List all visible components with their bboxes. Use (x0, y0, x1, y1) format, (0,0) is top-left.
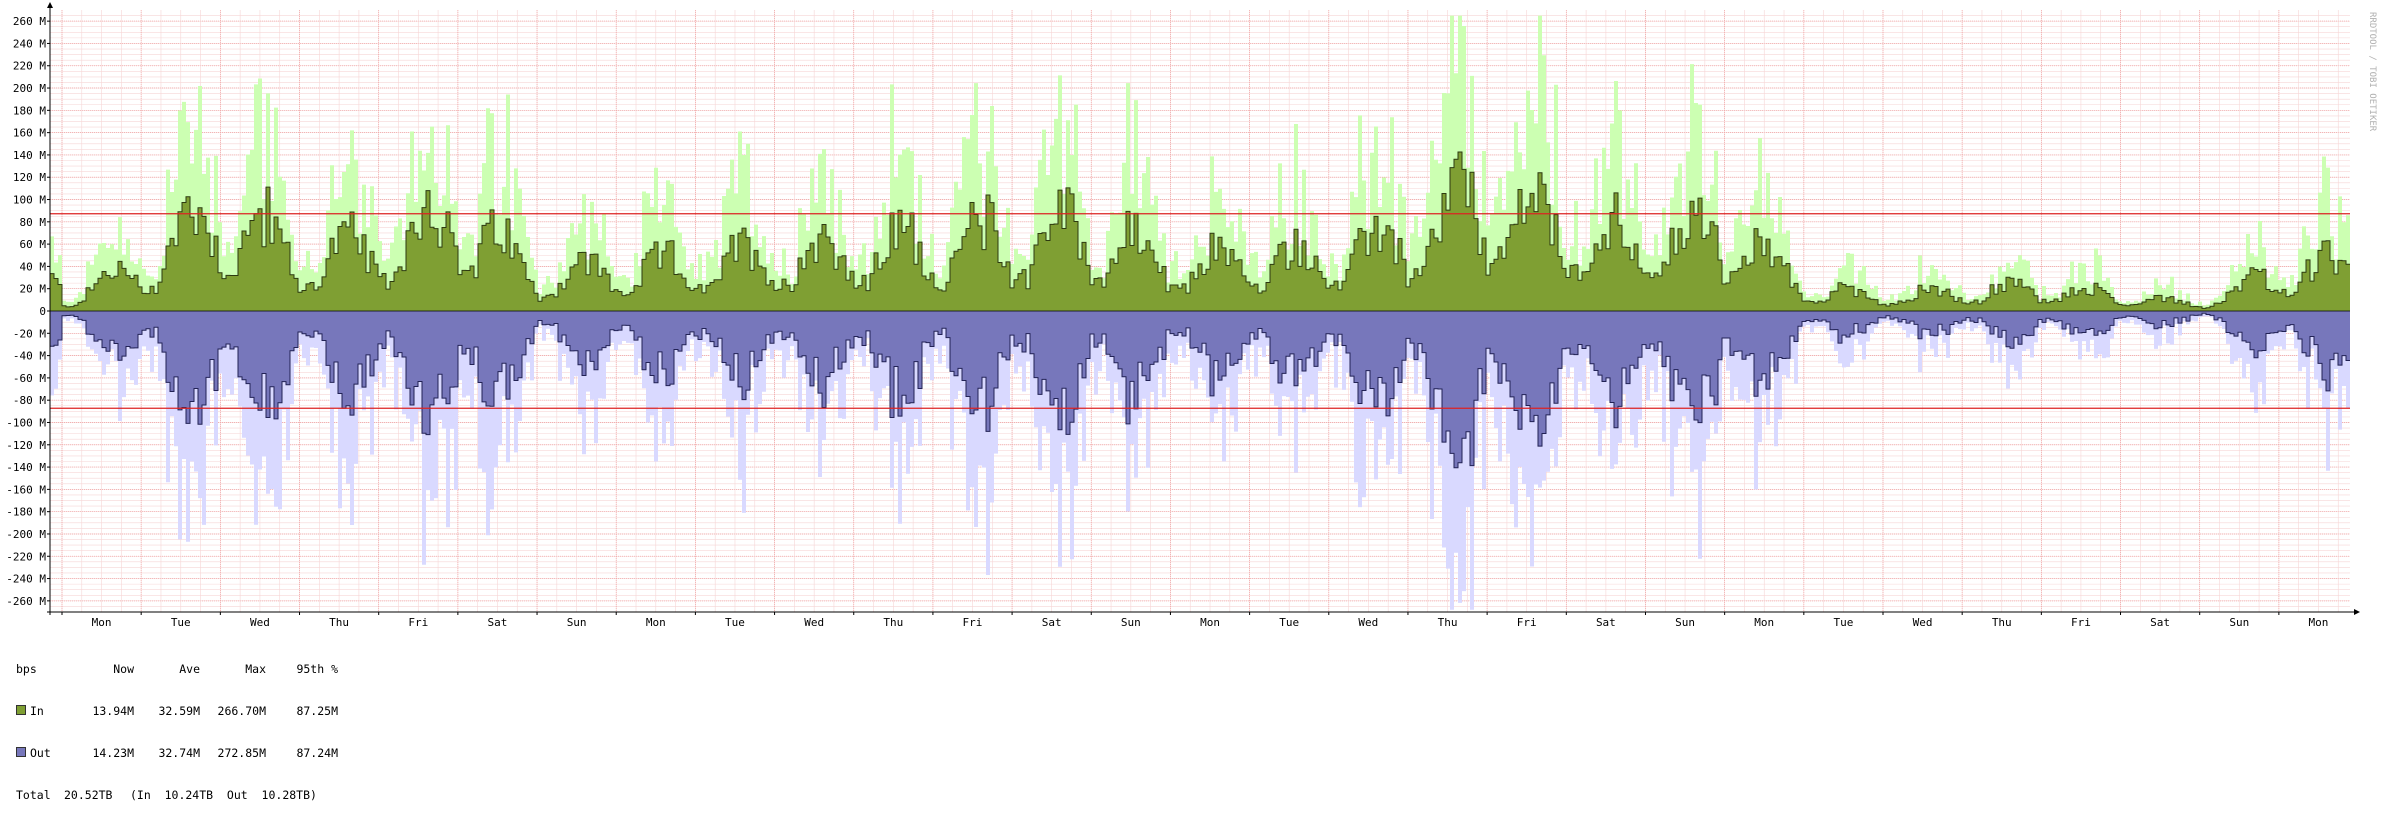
y-tick-label: 100 M (13, 194, 46, 207)
y-tick-label: -60 M (13, 372, 46, 385)
chart-legend: bps Now Ave Max 95th % In 13.94M 32.59M … (16, 634, 338, 816)
legend-col-ave: Ave (179, 662, 200, 676)
legend-total-value: 20.52TB (64, 788, 113, 802)
legend-out-label: Out (30, 746, 51, 760)
average-series-layer (50, 151, 2350, 469)
legend-in-max: 266.70M (217, 704, 266, 718)
legend-row-total: Total 20.52TB (In 10.24TB Out 10.28TB) (16, 788, 338, 802)
legend-row-in: In 13.94M 32.59M 266.70M 87.25M (16, 704, 338, 718)
y-axis-arrow-icon (47, 2, 53, 8)
rrdtool-watermark: RRDTOOL / TOBI OETIKER (2367, 12, 2377, 132)
x-tick-label: Fri (2071, 616, 2091, 629)
legend-out-now: 14.23M (92, 746, 134, 760)
x-tick-label: Sun (1675, 616, 1695, 629)
chart-axes (47, 2, 2360, 615)
y-tick-label: 120 M (13, 171, 46, 184)
x-tick-label: Wed (1358, 616, 1378, 629)
x-axis-day-labels: Mon Tue Wed Thu Fri Sat Sun Mon Tue Wed Thu Fri Sat S… (92, 616, 2329, 629)
y-tick-label: -260 M (6, 595, 46, 608)
out-swatch-icon (16, 747, 26, 757)
x-tick-label: Thu (329, 616, 349, 629)
x-tick-label: Fri (963, 616, 983, 629)
x-tick-label: Sat (2150, 616, 2170, 629)
x-tick-label: Tue (1279, 616, 1299, 629)
x-tick-label: Tue (725, 616, 745, 629)
y-tick-label: -180 M (6, 506, 46, 519)
x-tick-label: Mon (646, 616, 666, 629)
in-average-series (50, 152, 2350, 311)
legend-out-max: 272.85M (217, 746, 266, 760)
legend-unit: bps (16, 662, 37, 676)
y-tick-label: 20 M (20, 283, 47, 296)
y-tick-label: -240 M (6, 573, 46, 586)
y-tick-label: 0 (39, 305, 46, 318)
max-series-layer (50, 15, 2350, 610)
x-tick-label: Wed (250, 616, 270, 629)
in-average-outline (50, 151, 2350, 309)
y-tick-label: 240 M (13, 37, 46, 50)
y-tick-label: 140 M (13, 149, 46, 162)
y-axis-tick-labels: 260 M 240 M 220 M 200 M 180 M 160 M 140 M 120 M… (6, 15, 46, 608)
y-tick-label: -220 M (6, 550, 46, 563)
x-tick-label: Tue (1833, 616, 1853, 629)
out-max-series (50, 311, 2350, 610)
legend-in-label: In (30, 704, 44, 718)
x-tick-label: Sun (1121, 616, 1141, 629)
x-tick-label: Sat (1042, 616, 1062, 629)
x-tick-label: Mon (2309, 616, 2329, 629)
x-tick-label: Sat (488, 616, 508, 629)
legend-out-ave: 32.74M (158, 746, 200, 760)
legend-out-95th: 87.24M (296, 746, 338, 760)
x-tick-label: Sun (567, 616, 587, 629)
y-tick-label: 60 M (20, 238, 47, 251)
x-tick-label: Thu (1992, 616, 2012, 629)
in-swatch-icon (16, 705, 26, 715)
legend-in-95th: 87.25M (296, 704, 338, 718)
in-max-series (50, 15, 2350, 311)
x-tick-label: Sun (2229, 616, 2249, 629)
out-average-series (50, 311, 2350, 468)
y-tick-label: 80 M (20, 216, 47, 229)
y-tick-label: -40 M (13, 350, 46, 363)
y-tick-label: -120 M (6, 439, 46, 452)
x-axis-arrow-icon (2354, 609, 2360, 615)
out-average-outline (50, 312, 2350, 469)
y-tick-label: 260 M (13, 15, 46, 28)
x-tick-label: Mon (1200, 616, 1220, 629)
legend-row-out: Out 14.23M 32.74M 272.85M 87.24M (16, 746, 338, 760)
chart-grid (50, 10, 2350, 612)
legend-col-max: Max (245, 662, 266, 676)
x-tick-label: Tue (171, 616, 191, 629)
y-tick-label: -20 M (13, 327, 46, 340)
legend-total-detail: (In 10.24TB Out 10.28TB) (130, 788, 317, 802)
traffic-chart: 260 M 240 M 220 M 200 M 180 M 160 M 140 M 120 M… (6, 2, 2377, 629)
x-tick-label: Fri (408, 616, 428, 629)
y-tick-label: -160 M (6, 483, 46, 496)
y-tick-label: -200 M (6, 528, 46, 541)
legend-in-now: 13.94M (92, 704, 134, 718)
legend-header: bps Now Ave Max 95th % (16, 662, 338, 676)
legend-col-95th: 95th % (296, 662, 338, 676)
legend-in-ave: 32.59M (158, 704, 200, 718)
x-tick-label: Wed (1913, 616, 1933, 629)
percentile-threshold-lines (50, 213, 2350, 409)
y-tick-label: 200 M (13, 82, 46, 95)
y-tick-label: 160 M (13, 127, 46, 140)
x-tick-label: Mon (92, 616, 112, 629)
y-tick-label: -100 M (6, 416, 46, 429)
legend-col-now: Now (113, 662, 134, 676)
x-tick-label: Thu (883, 616, 903, 629)
y-tick-label: 220 M (13, 60, 46, 73)
x-tick-label: Fri (1517, 616, 1537, 629)
y-tick-label: 40 M (20, 260, 47, 273)
legend-total-label: Total (16, 788, 51, 802)
x-tick-label: Thu (1438, 616, 1458, 629)
y-tick-label: 180 M (13, 104, 46, 117)
y-tick-label: -80 M (13, 394, 46, 407)
y-tick-label: -140 M (6, 461, 46, 474)
x-tick-label: Sat (1596, 616, 1616, 629)
x-tick-label: Wed (804, 616, 824, 629)
x-tick-label: Mon (1754, 616, 1774, 629)
